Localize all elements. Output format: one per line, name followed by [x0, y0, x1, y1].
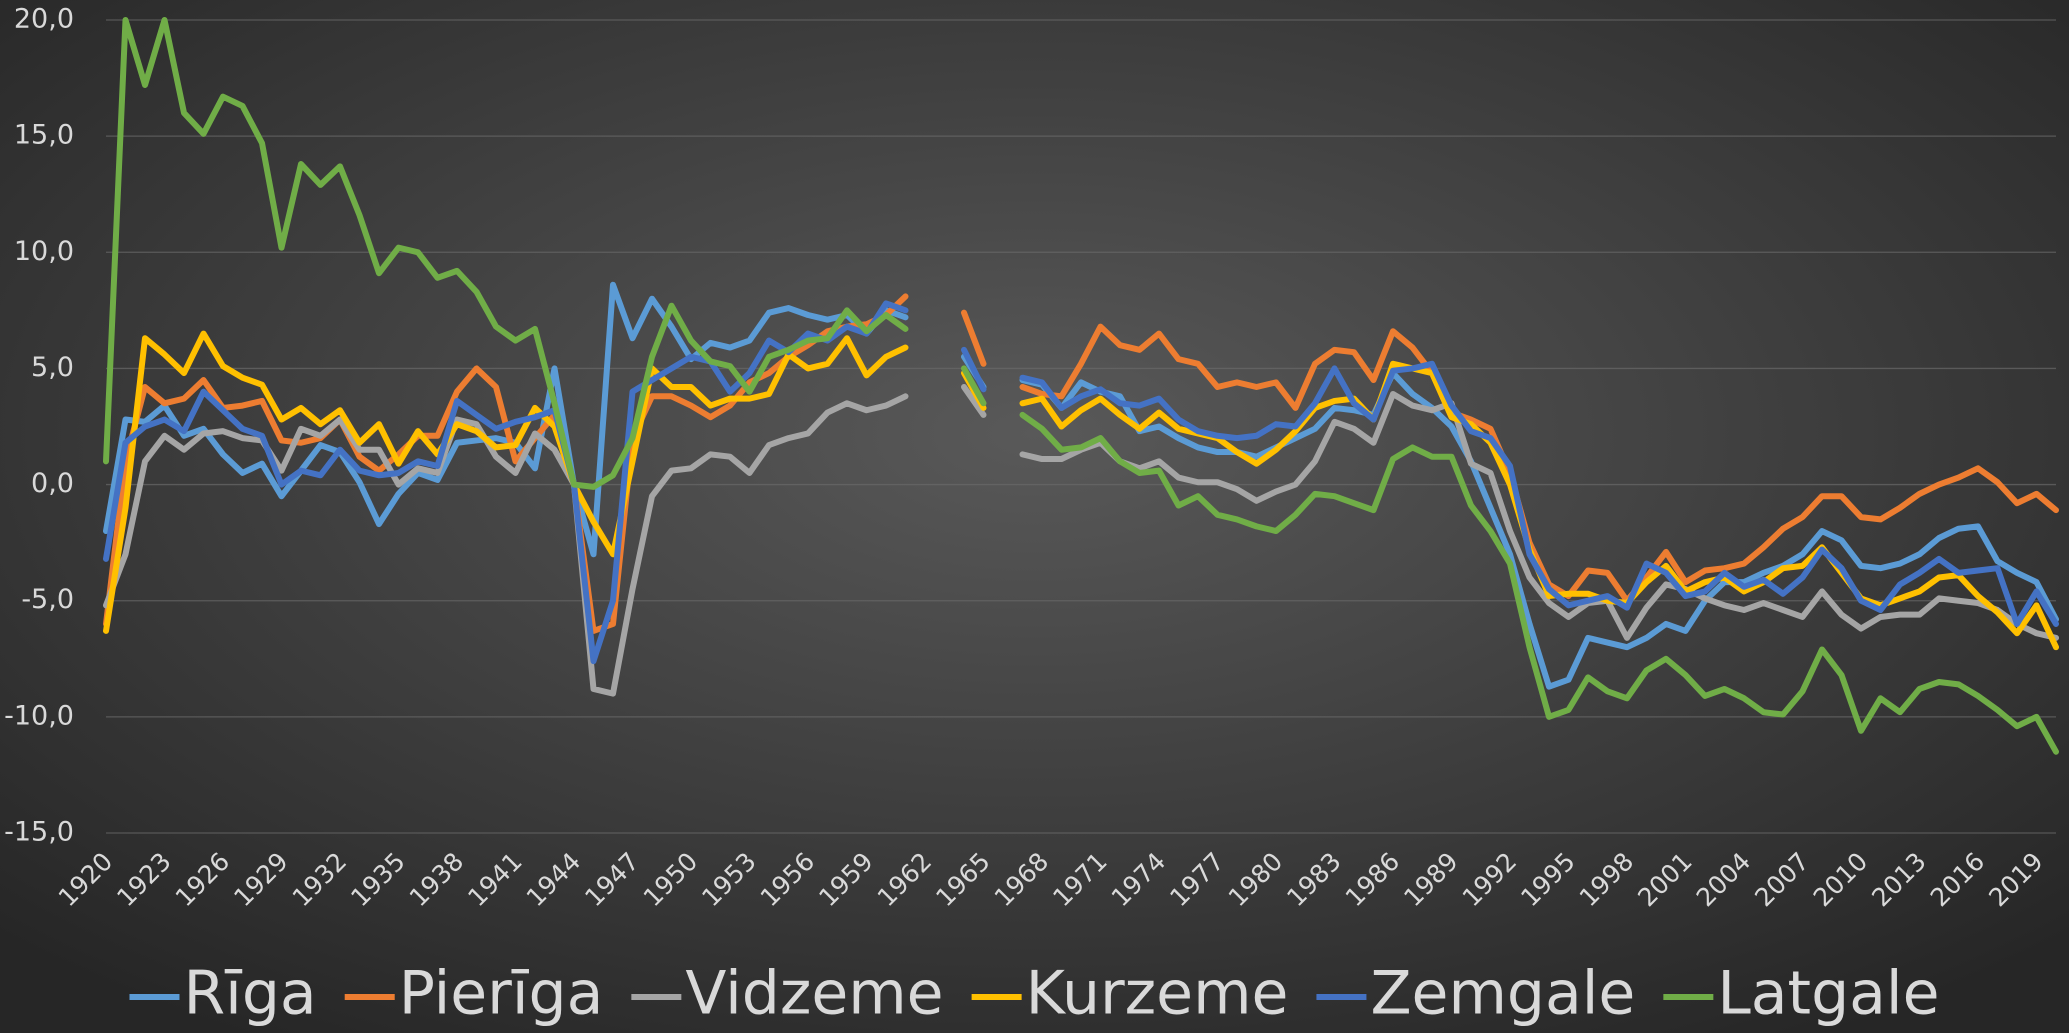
y-tick-label: -15,0: [4, 817, 74, 848]
legend-label: Zemgale: [1370, 959, 1635, 1029]
legend-label: Pierīga: [399, 959, 604, 1029]
legend-label: Rīga: [183, 959, 316, 1029]
series-line: [103, 384, 2059, 697]
y-tick-label: -5,0: [21, 584, 74, 615]
y-tick-label: 10,0: [14, 236, 74, 267]
legend-label: Vidzeme: [685, 959, 943, 1029]
legend-label: Latgale: [1717, 959, 1939, 1029]
y-tick-label: 0,0: [31, 468, 74, 499]
legend-label: Kurzeme: [1026, 959, 1289, 1029]
y-tick-label: 15,0: [14, 120, 74, 151]
y-tick-label: 20,0: [14, 4, 74, 35]
series-line: [103, 300, 2059, 665]
legend: Rīga Pierīga Vidzeme Kurzeme Zemgale Latgale: [129, 959, 1940, 1029]
series-line: [103, 17, 2059, 755]
y-tick-label: -10,0: [4, 700, 74, 731]
y-tick-label: 5,0: [31, 352, 74, 383]
